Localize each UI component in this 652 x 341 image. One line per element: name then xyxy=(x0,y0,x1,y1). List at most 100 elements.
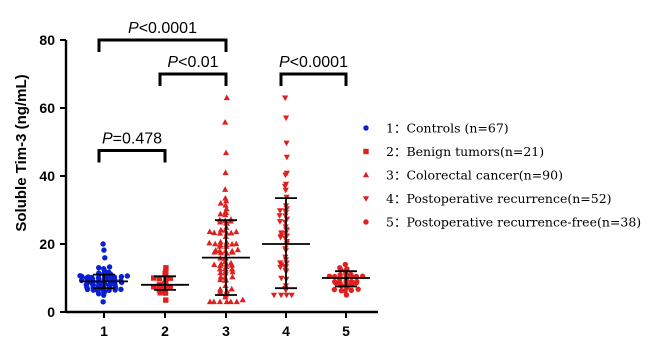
legend-label: 3：Colorectal cancer(n=90) xyxy=(386,168,563,183)
data-point xyxy=(283,140,290,147)
legend: 1：Controls (n=67) 2：Benign tumors(n=21) 3：… xyxy=(362,121,641,230)
legend-marker xyxy=(363,148,369,155)
significance-bracket xyxy=(97,38,228,52)
series-4 xyxy=(262,95,310,299)
plot-area xyxy=(77,94,370,305)
data-point xyxy=(118,286,124,293)
data-point xyxy=(77,273,83,279)
legend-marker xyxy=(363,219,369,225)
data-point xyxy=(283,154,290,161)
data-point xyxy=(218,260,225,267)
data-point xyxy=(216,265,224,272)
data-point xyxy=(223,94,230,101)
y-tick-label: 20 xyxy=(39,236,55,252)
data-point xyxy=(276,208,284,214)
data-point xyxy=(222,149,230,156)
data-point xyxy=(163,297,169,303)
data-point xyxy=(217,285,224,292)
data-point xyxy=(216,298,224,305)
y-axis: 0 20 40 60 80 xyxy=(39,32,68,320)
data-point xyxy=(228,265,236,272)
data-point xyxy=(223,287,231,294)
legend-label: 2：Benign tumors(n=21) xyxy=(386,144,544,159)
data-point xyxy=(282,181,290,188)
x-tick-label: 4 xyxy=(282,323,290,339)
data-point xyxy=(156,276,163,282)
data-point xyxy=(222,169,229,176)
data-point xyxy=(151,284,157,290)
data-point xyxy=(227,259,235,266)
data-point xyxy=(167,284,173,290)
data-point xyxy=(118,273,125,280)
legend-item-4: 4：Postoperative recurrence(n=52) xyxy=(362,191,612,206)
data-point xyxy=(96,265,102,271)
data-point xyxy=(163,265,169,271)
series-2 xyxy=(141,265,189,303)
data-point xyxy=(233,240,240,247)
data-point xyxy=(228,285,235,292)
data-point xyxy=(212,240,219,247)
data-point xyxy=(228,240,236,247)
data-point xyxy=(217,226,225,233)
legend-label: 1：Controls (n=67) xyxy=(386,121,509,136)
data-point xyxy=(102,255,108,261)
data-point xyxy=(348,279,355,285)
data-point xyxy=(163,268,169,274)
x-tick-label: 5 xyxy=(342,323,350,339)
p-symbol: P xyxy=(167,54,178,71)
data-point xyxy=(233,298,240,305)
data-point xyxy=(348,271,354,278)
data-point xyxy=(338,287,345,294)
p-value: <0.0001 xyxy=(290,54,348,71)
data-point xyxy=(222,195,229,201)
data-point xyxy=(124,273,131,279)
data-point xyxy=(277,260,284,266)
data-point xyxy=(227,298,234,305)
legend-item-2: 2：Benign tumors(n=21) xyxy=(363,144,544,159)
data-point xyxy=(217,200,224,206)
data-point xyxy=(211,261,218,268)
data-point xyxy=(223,298,230,305)
data-point xyxy=(337,265,343,271)
x-tick-label: 1 xyxy=(100,323,108,339)
data-point xyxy=(101,266,107,272)
data-point xyxy=(278,292,285,299)
data-point xyxy=(282,115,290,122)
series-5 xyxy=(322,261,370,298)
y-tick-label: 80 xyxy=(39,32,55,48)
data-point xyxy=(222,208,229,215)
data-point xyxy=(278,233,285,240)
significance-label: P<0.01 xyxy=(167,54,218,71)
significance-label: P=0.478 xyxy=(102,131,162,148)
data-point xyxy=(342,261,349,268)
data-point xyxy=(217,273,224,280)
data-point xyxy=(150,275,157,281)
series-1 xyxy=(77,241,131,305)
significance-bracket xyxy=(279,72,348,86)
x-tick-label: 3 xyxy=(222,323,230,339)
x-axis: 1 2 3 4 5 xyxy=(66,310,378,339)
data-point xyxy=(100,299,106,305)
data-point xyxy=(106,269,112,276)
data-point xyxy=(162,290,169,296)
significance-label: P<0.0001 xyxy=(279,54,348,71)
significance-label: P<0.0001 xyxy=(128,20,197,37)
data-point xyxy=(343,292,350,298)
legend-label: 4：Postoperative recurrence(n=52) xyxy=(386,191,612,206)
data-point xyxy=(276,219,284,225)
data-point xyxy=(217,269,224,276)
data-point xyxy=(212,247,219,253)
data-point xyxy=(331,286,338,293)
p-value: <0.01 xyxy=(178,54,219,71)
data-point xyxy=(157,290,163,296)
data-point xyxy=(222,118,229,125)
data-point xyxy=(283,170,291,177)
p-value: =0.478 xyxy=(113,131,162,148)
data-point xyxy=(282,187,289,194)
data-point xyxy=(101,247,107,253)
data-point xyxy=(283,292,290,299)
legend-marker xyxy=(362,171,370,178)
y-tick-label: 0 xyxy=(47,304,55,320)
data-point xyxy=(223,205,230,212)
